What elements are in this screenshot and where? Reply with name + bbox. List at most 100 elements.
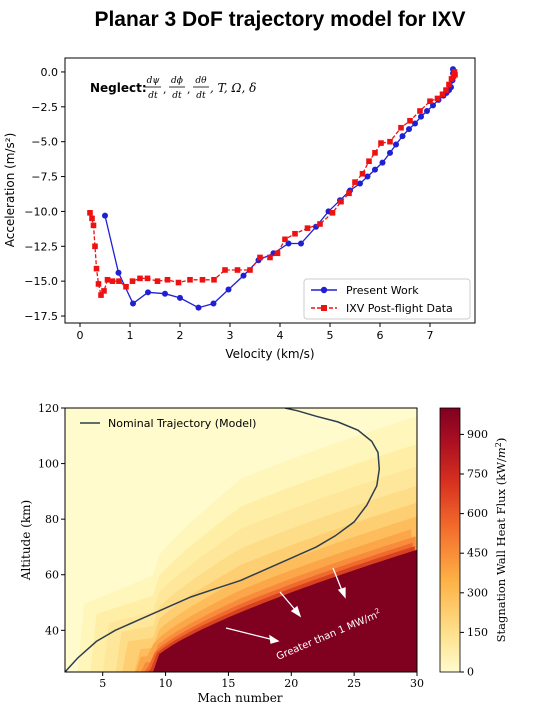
svg-text:,: , xyxy=(187,83,191,96)
svg-text:,: , xyxy=(163,83,167,96)
acceleration-ytick-label: −15.0 xyxy=(24,275,58,288)
series-point-ixv-postflight xyxy=(439,91,446,98)
series-point-present-work xyxy=(372,166,378,173)
colorbar-label: Stagnation Wall Heat Flux (kW/m2) xyxy=(494,438,508,643)
svg-text:dt: dt xyxy=(172,91,182,101)
series-point-present-work xyxy=(357,180,363,187)
series-point-ixv-postflight xyxy=(257,254,263,261)
heatflux-xtick-label: 15 xyxy=(221,677,235,690)
colorbar-tick-label: 0 xyxy=(467,666,474,679)
acceleration-chart: 0 1 2 3 4 5 6 7 0.0 −2.5 −5.0 −7.5 −10.0 −12.5 −15.0 −1… xyxy=(3,57,476,361)
series-point-present-work xyxy=(225,286,232,293)
legend-ixv-postflight: IXV Post-flight Data xyxy=(346,302,453,315)
series-point-present-work xyxy=(130,300,136,307)
series-point-ixv-postflight xyxy=(304,225,311,231)
colorbar-tick-label: 150 xyxy=(467,626,488,639)
acceleration-legend: Present Work IXV Post-flight Data xyxy=(303,278,471,320)
series-point-ixv-postflight xyxy=(366,158,372,165)
acceleration-xtick-label: 2 xyxy=(177,329,184,342)
series-point-ixv-postflight xyxy=(137,275,143,282)
svg-text:dϕ: dϕ xyxy=(171,76,183,86)
series-point-present-work xyxy=(177,294,183,301)
acceleration-ytick-label: −17.5 xyxy=(24,310,58,323)
acceleration-xtick-label: 0 xyxy=(77,329,84,342)
annotation-arrows xyxy=(225,567,346,644)
series-point-ixv-postflight xyxy=(98,292,104,298)
acceleration-ytick-label: −10.0 xyxy=(24,205,58,218)
series-point-ixv-postflight xyxy=(372,150,378,156)
series-point-ixv-postflight xyxy=(387,138,393,145)
series-point-ixv-postflight xyxy=(267,254,273,261)
legend-present-work: Present Work xyxy=(346,284,419,297)
series-point-present-work xyxy=(393,141,399,148)
series-point-ixv-postflight xyxy=(92,243,98,250)
series-point-present-work xyxy=(399,133,406,140)
neglect-annotation: Neglect: dψ dt , dϕ dt , dθ dt , T, Ω, δ xyxy=(90,76,256,101)
series-point-present-work xyxy=(364,173,371,180)
acceleration-xtick-label: 7 xyxy=(427,329,434,342)
series-point-ixv-postflight xyxy=(398,124,404,131)
heatflux-xtick-label: 25 xyxy=(347,677,361,690)
series-point-ixv-postflight xyxy=(144,275,151,282)
series-point-ixv-postflight xyxy=(95,281,102,287)
series-point-present-work xyxy=(406,126,412,133)
colorbar-tick-label: 450 xyxy=(467,547,488,560)
series-point-ixv-postflight xyxy=(89,215,95,222)
colorbar-tick-label: 750 xyxy=(467,468,488,481)
series-point-present-work xyxy=(195,304,202,311)
svg-text:Nominal Trajectory (Model): Nominal Trajectory (Model) xyxy=(108,417,256,430)
series-point-ixv-postflight xyxy=(427,98,433,105)
colorbar-ticks: 0 150 300 450 600 750 900 xyxy=(460,428,488,679)
heatflux-ticks: 5 10 15 20 25 30 40 60 80 100 120 xyxy=(38,402,424,690)
heatflux-ytick-label: 120 xyxy=(38,402,59,415)
series-point-ixv-postflight xyxy=(346,190,352,197)
svg-text:dt: dt xyxy=(148,91,158,101)
heatflux-ytick-label: 60 xyxy=(45,569,59,582)
acceleration-xlabel: Velocity (km/s) xyxy=(225,347,314,361)
series-point-present-work xyxy=(240,272,247,279)
acceleration-xtick-label: 3 xyxy=(227,329,234,342)
series-point-ixv-postflight xyxy=(247,267,253,273)
heatflux-ytick-label: 40 xyxy=(45,624,59,637)
heatflux-ytick-label: 100 xyxy=(38,458,59,471)
colorbar-tick-label: 600 xyxy=(467,507,488,520)
heatflux-axes-frame xyxy=(64,407,418,673)
series-point-ixv-postflight xyxy=(292,230,298,237)
series-point-ixv-postflight xyxy=(451,69,458,75)
series-point-ixv-postflight xyxy=(434,95,441,102)
series-point-ixv-postflight xyxy=(87,210,93,216)
heatflux-xtick-label: 30 xyxy=(410,677,424,690)
series-point-ixv-postflight xyxy=(123,283,129,290)
svg-text:dθ: dθ xyxy=(195,76,207,86)
series-point-ixv-postflight xyxy=(234,267,241,273)
series-point-present-work xyxy=(387,149,393,156)
colorbar xyxy=(439,407,461,673)
series-point-ixv-postflight xyxy=(443,87,449,93)
series-point-present-work xyxy=(418,113,424,120)
acceleration-ylabel: Acceleration (m/s²) xyxy=(3,133,17,248)
series-point-ixv-postflight xyxy=(359,170,366,177)
series-point-ixv-postflight xyxy=(222,267,228,273)
series-point-ixv-postflight xyxy=(446,81,452,88)
series-point-ixv-postflight xyxy=(338,198,344,205)
series-point-present-work xyxy=(145,289,151,296)
series-point-present-work xyxy=(102,212,108,219)
series-point-ixv-postflight xyxy=(211,276,217,283)
series-point-ixv-postflight xyxy=(101,288,107,294)
heatflux-contour-bands xyxy=(65,416,417,672)
acceleration-ytick-label: −12.5 xyxy=(24,240,58,253)
series-point-ixv-postflight xyxy=(352,179,358,185)
series-point-present-work xyxy=(379,159,386,166)
colorbar-tick-label: 300 xyxy=(467,586,488,599)
heatflux-xtick-label: 10 xyxy=(159,677,173,690)
series-point-present-work xyxy=(424,108,430,114)
heatflux-band-10 xyxy=(65,549,417,672)
acceleration-ytick-label: −2.5 xyxy=(31,101,58,114)
acceleration-xtick-label: 1 xyxy=(127,329,134,342)
series-point-ixv-postflight xyxy=(329,210,336,216)
series-point-ixv-postflight xyxy=(154,278,161,284)
series-point-ixv-postflight xyxy=(116,278,122,284)
series-point-ixv-postflight xyxy=(104,276,111,283)
series-point-ixv-postflight xyxy=(175,279,182,286)
